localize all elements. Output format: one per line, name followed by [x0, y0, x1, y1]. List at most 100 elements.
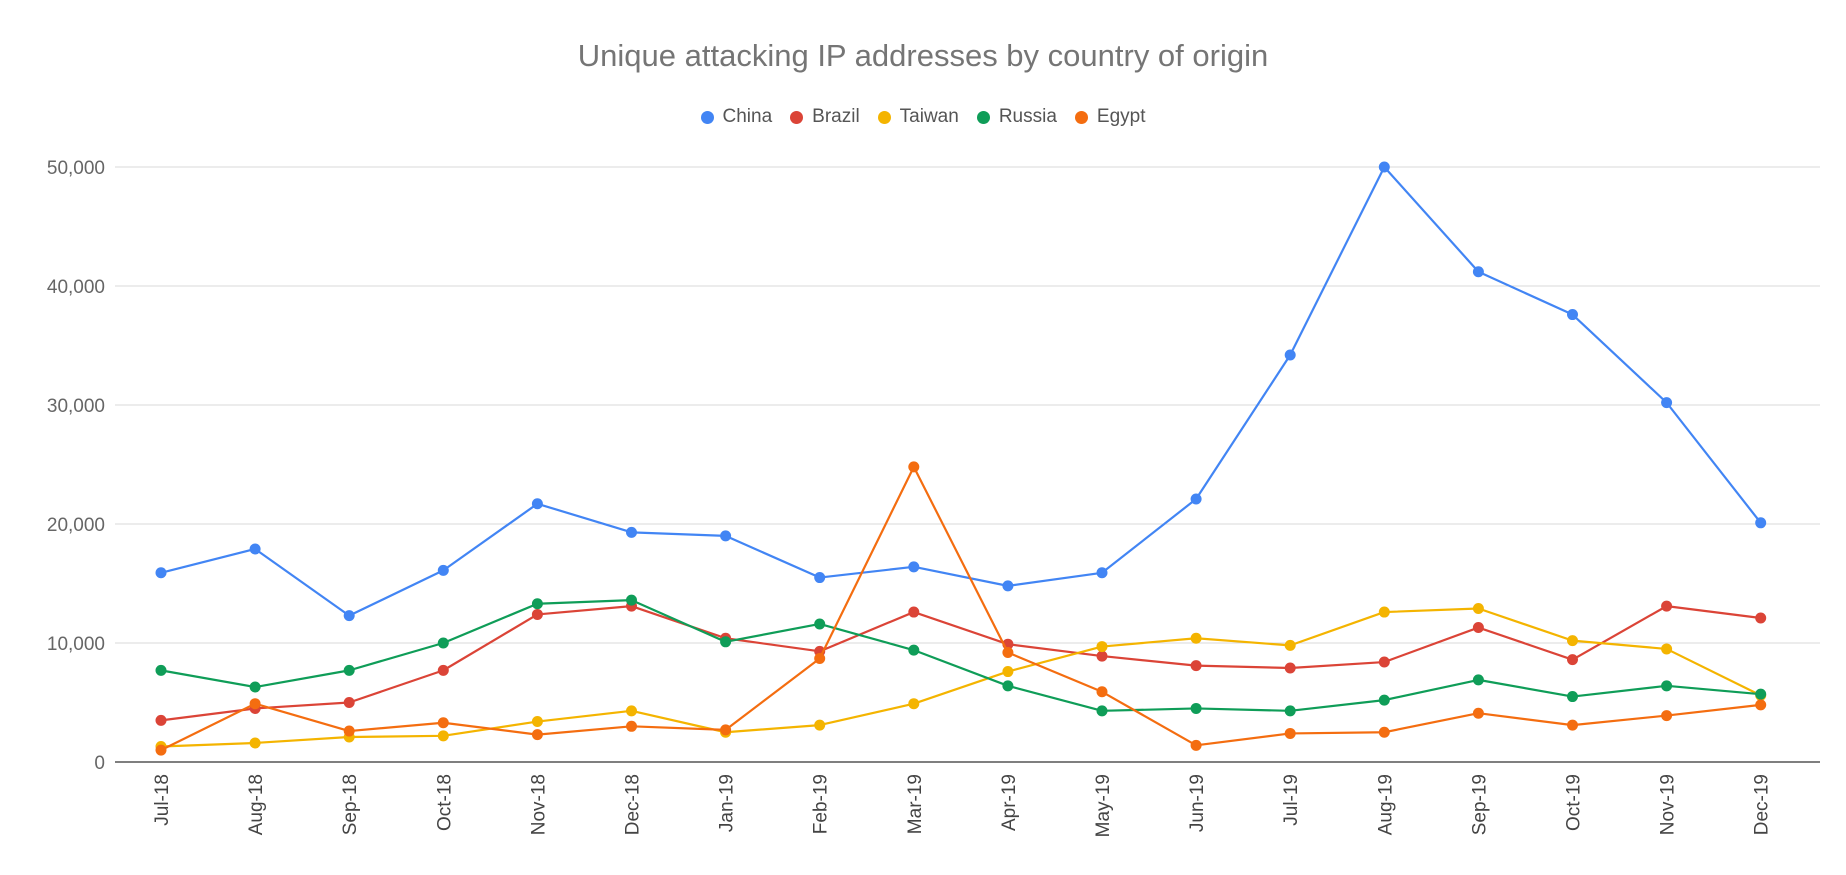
- legend-label: Taiwan: [899, 106, 959, 127]
- series-line-taiwan: [160, 607, 1762, 748]
- data-point-taiwan: [531, 716, 543, 728]
- data-point-egypt: [1472, 707, 1484, 719]
- x-tick-label: Dec-19: [1752, 774, 1773, 835]
- data-point-egypt: [1755, 699, 1767, 711]
- data-point-china: [1567, 309, 1578, 321]
- data-point-russia: [1661, 680, 1673, 692]
- data-point-china: [1472, 266, 1484, 278]
- data-point-china: [1002, 580, 1014, 592]
- x-tick-label: Sep-18: [340, 774, 361, 835]
- data-point-egypt: [908, 461, 920, 473]
- data-point-egypt: [1567, 719, 1578, 731]
- data-point-russia: [1284, 705, 1296, 717]
- x-tick-label: Oct-18: [434, 774, 455, 831]
- legend-label: China: [722, 106, 773, 127]
- y-tick-label: 0: [94, 753, 105, 774]
- x-tick-label: Aug-19: [1375, 774, 1396, 835]
- x-tick-label: May-19: [1093, 774, 1114, 837]
- data-point-egypt: [1190, 739, 1202, 751]
- data-point-russia: [1002, 680, 1014, 692]
- data-point-taiwan: [1190, 632, 1202, 644]
- y-tick-label: 20,000: [47, 515, 105, 536]
- legend-marker: [1074, 110, 1088, 124]
- legend-item-china: China: [700, 106, 773, 128]
- data-point-russia: [437, 637, 449, 649]
- data-point-brazil: [437, 664, 449, 676]
- data-point-china: [814, 572, 826, 584]
- data-point-taiwan: [908, 698, 920, 710]
- x-tick-label: Feb-19: [811, 774, 832, 834]
- legend-marker: [700, 110, 714, 124]
- data-point-china: [1378, 161, 1390, 173]
- data-point-brazil: [1755, 612, 1767, 624]
- x-tick-label: Mar-19: [905, 774, 926, 834]
- data-point-brazil: [1284, 662, 1296, 674]
- data-point-brazil: [1096, 650, 1108, 662]
- data-point-china: [531, 498, 543, 510]
- x-tick-label: Jul-19: [1281, 774, 1302, 826]
- data-point-taiwan: [626, 705, 637, 717]
- data-point-taiwan: [249, 737, 261, 749]
- data-point-brazil: [343, 697, 355, 708]
- x-tick-label: Sep-19: [1469, 774, 1490, 835]
- data-point-china: [720, 530, 732, 542]
- data-point-taiwan: [1378, 606, 1390, 618]
- data-point-china: [626, 526, 637, 538]
- data-point-china: [1096, 567, 1108, 579]
- data-point-taiwan: [437, 730, 449, 742]
- data-point-russia: [908, 644, 920, 656]
- data-point-russia: [1378, 694, 1390, 706]
- data-point-china: [437, 564, 449, 576]
- data-point-taiwan: [1096, 641, 1108, 653]
- y-tick-label: 40,000: [47, 277, 105, 298]
- series-line-china: [160, 165, 1762, 617]
- data-point-brazil: [1378, 656, 1390, 668]
- data-point-egypt: [814, 652, 826, 664]
- data-point-china: [1661, 397, 1673, 409]
- legend-item-russia: Russia: [976, 106, 1057, 128]
- data-point-taiwan: [1284, 639, 1296, 651]
- series-line-egypt: [160, 465, 1761, 752]
- data-point-egypt: [1661, 710, 1673, 722]
- legend-label: Egypt: [1096, 106, 1146, 127]
- data-point-brazil: [1190, 660, 1202, 672]
- data-point-egypt: [1096, 686, 1108, 698]
- x-tick-label: Apr-19: [999, 774, 1020, 831]
- y-tick-label: 50,000: [47, 158, 105, 179]
- y-tick-label: 10,000: [47, 634, 105, 655]
- legend-label: Brazil: [812, 106, 860, 127]
- data-point-russia: [1472, 674, 1484, 686]
- data-point-china: [155, 567, 167, 579]
- data-point-brazil: [1567, 654, 1578, 666]
- x-tick-label: Aug-18: [246, 774, 267, 835]
- legend-item-taiwan: Taiwan: [877, 106, 959, 128]
- x-tick-label: Jan-19: [717, 774, 738, 832]
- chart-title: Unique attacking IP addresses by country…: [577, 38, 1269, 73]
- data-point-egypt: [1378, 726, 1390, 738]
- data-point-egypt: [249, 698, 261, 710]
- data-point-china: [908, 561, 920, 573]
- x-tick-label: Jun-19: [1187, 774, 1208, 832]
- data-point-russia: [1567, 691, 1578, 703]
- data-point-egypt: [155, 744, 167, 756]
- x-tick-label: Nov-19: [1658, 774, 1679, 835]
- legend-marker: [976, 110, 990, 124]
- data-point-russia: [720, 636, 732, 648]
- data-point-russia: [343, 664, 355, 676]
- data-point-egypt: [626, 720, 637, 732]
- data-point-russia: [531, 598, 543, 610]
- data-point-russia: [626, 594, 637, 606]
- data-point-brazil: [155, 714, 167, 726]
- data-point-russia: [249, 681, 261, 693]
- data-point-russia: [155, 664, 167, 676]
- y-tick-label: 30,000: [47, 396, 105, 417]
- data-point-egypt: [343, 725, 355, 737]
- data-point-brazil: [531, 608, 543, 620]
- data-point-china: [249, 543, 261, 555]
- data-point-china: [1284, 349, 1296, 361]
- data-point-china: [1190, 493, 1202, 505]
- data-point-taiwan: [1661, 643, 1673, 655]
- data-point-china: [1755, 517, 1767, 529]
- data-point-brazil: [1661, 600, 1673, 612]
